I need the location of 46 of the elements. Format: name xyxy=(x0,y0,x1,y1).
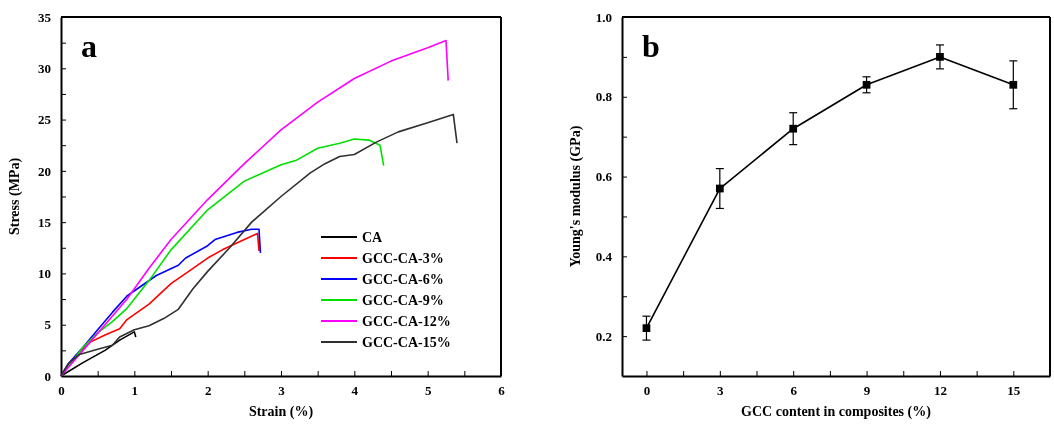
legend-label: GCC-CA-12% xyxy=(362,314,451,329)
x-tick-label: 6 xyxy=(498,383,506,399)
x-tick-label: 0 xyxy=(58,383,65,399)
point xyxy=(936,53,944,61)
y-tick-label: 5 xyxy=(44,317,52,333)
x-tick-label: 0 xyxy=(643,383,651,399)
y-tick-label: 35 xyxy=(38,9,52,25)
y-tick-label: 1.0 xyxy=(595,9,612,25)
legend-label: GCC-CA-9% xyxy=(362,293,444,308)
x-tick-label: 9 xyxy=(863,383,871,399)
legend-label: GCC-CA-6% xyxy=(362,272,444,287)
y-tick-label: 15 xyxy=(38,214,52,230)
y-tick-label: 20 xyxy=(38,163,51,179)
x-tick-label: 4 xyxy=(351,383,359,399)
point xyxy=(789,124,798,133)
x-tick-label: 15 xyxy=(1007,383,1021,399)
y-axis-title: Young's modulus (GPa) xyxy=(568,125,584,268)
annotation: a xyxy=(81,28,97,64)
legend-label: GCC-CA-3% xyxy=(362,251,444,266)
x-tick-label: 1 xyxy=(131,383,139,399)
x-tick-label: 3 xyxy=(278,383,286,399)
y-tick-label: 0 xyxy=(44,368,51,384)
point xyxy=(715,184,724,193)
point xyxy=(1009,80,1018,89)
x-tick-label: 6 xyxy=(790,383,798,399)
y-tick-label: 0.4 xyxy=(595,248,613,264)
x-axis-title: Strain (%) xyxy=(248,404,314,420)
y-tick-label: 0.6 xyxy=(595,169,613,185)
y-tick-label: 10 xyxy=(38,266,51,282)
legend-label: CA xyxy=(362,230,384,245)
y-tick-label: 25 xyxy=(38,112,52,128)
annotation: b xyxy=(642,28,660,64)
point xyxy=(862,80,871,89)
y-tick-label: 30 xyxy=(38,60,51,76)
line-series xyxy=(60,113,458,377)
y-axis-title: Stress (MPa) xyxy=(7,157,23,236)
x-axis-title: GCC content in composites (%) xyxy=(741,404,932,420)
legend-label: GCC-CA-15% xyxy=(362,335,451,350)
line-series xyxy=(60,39,449,377)
y-tick-label: 0.8 xyxy=(595,89,613,105)
x-tick-label: 12 xyxy=(933,383,947,399)
x-tick-label: 2 xyxy=(204,383,212,399)
x-tick-label: 5 xyxy=(424,383,432,399)
point xyxy=(642,324,651,333)
x-tick-label: 3 xyxy=(717,383,725,399)
y-tick-label: 0.2 xyxy=(595,328,612,344)
